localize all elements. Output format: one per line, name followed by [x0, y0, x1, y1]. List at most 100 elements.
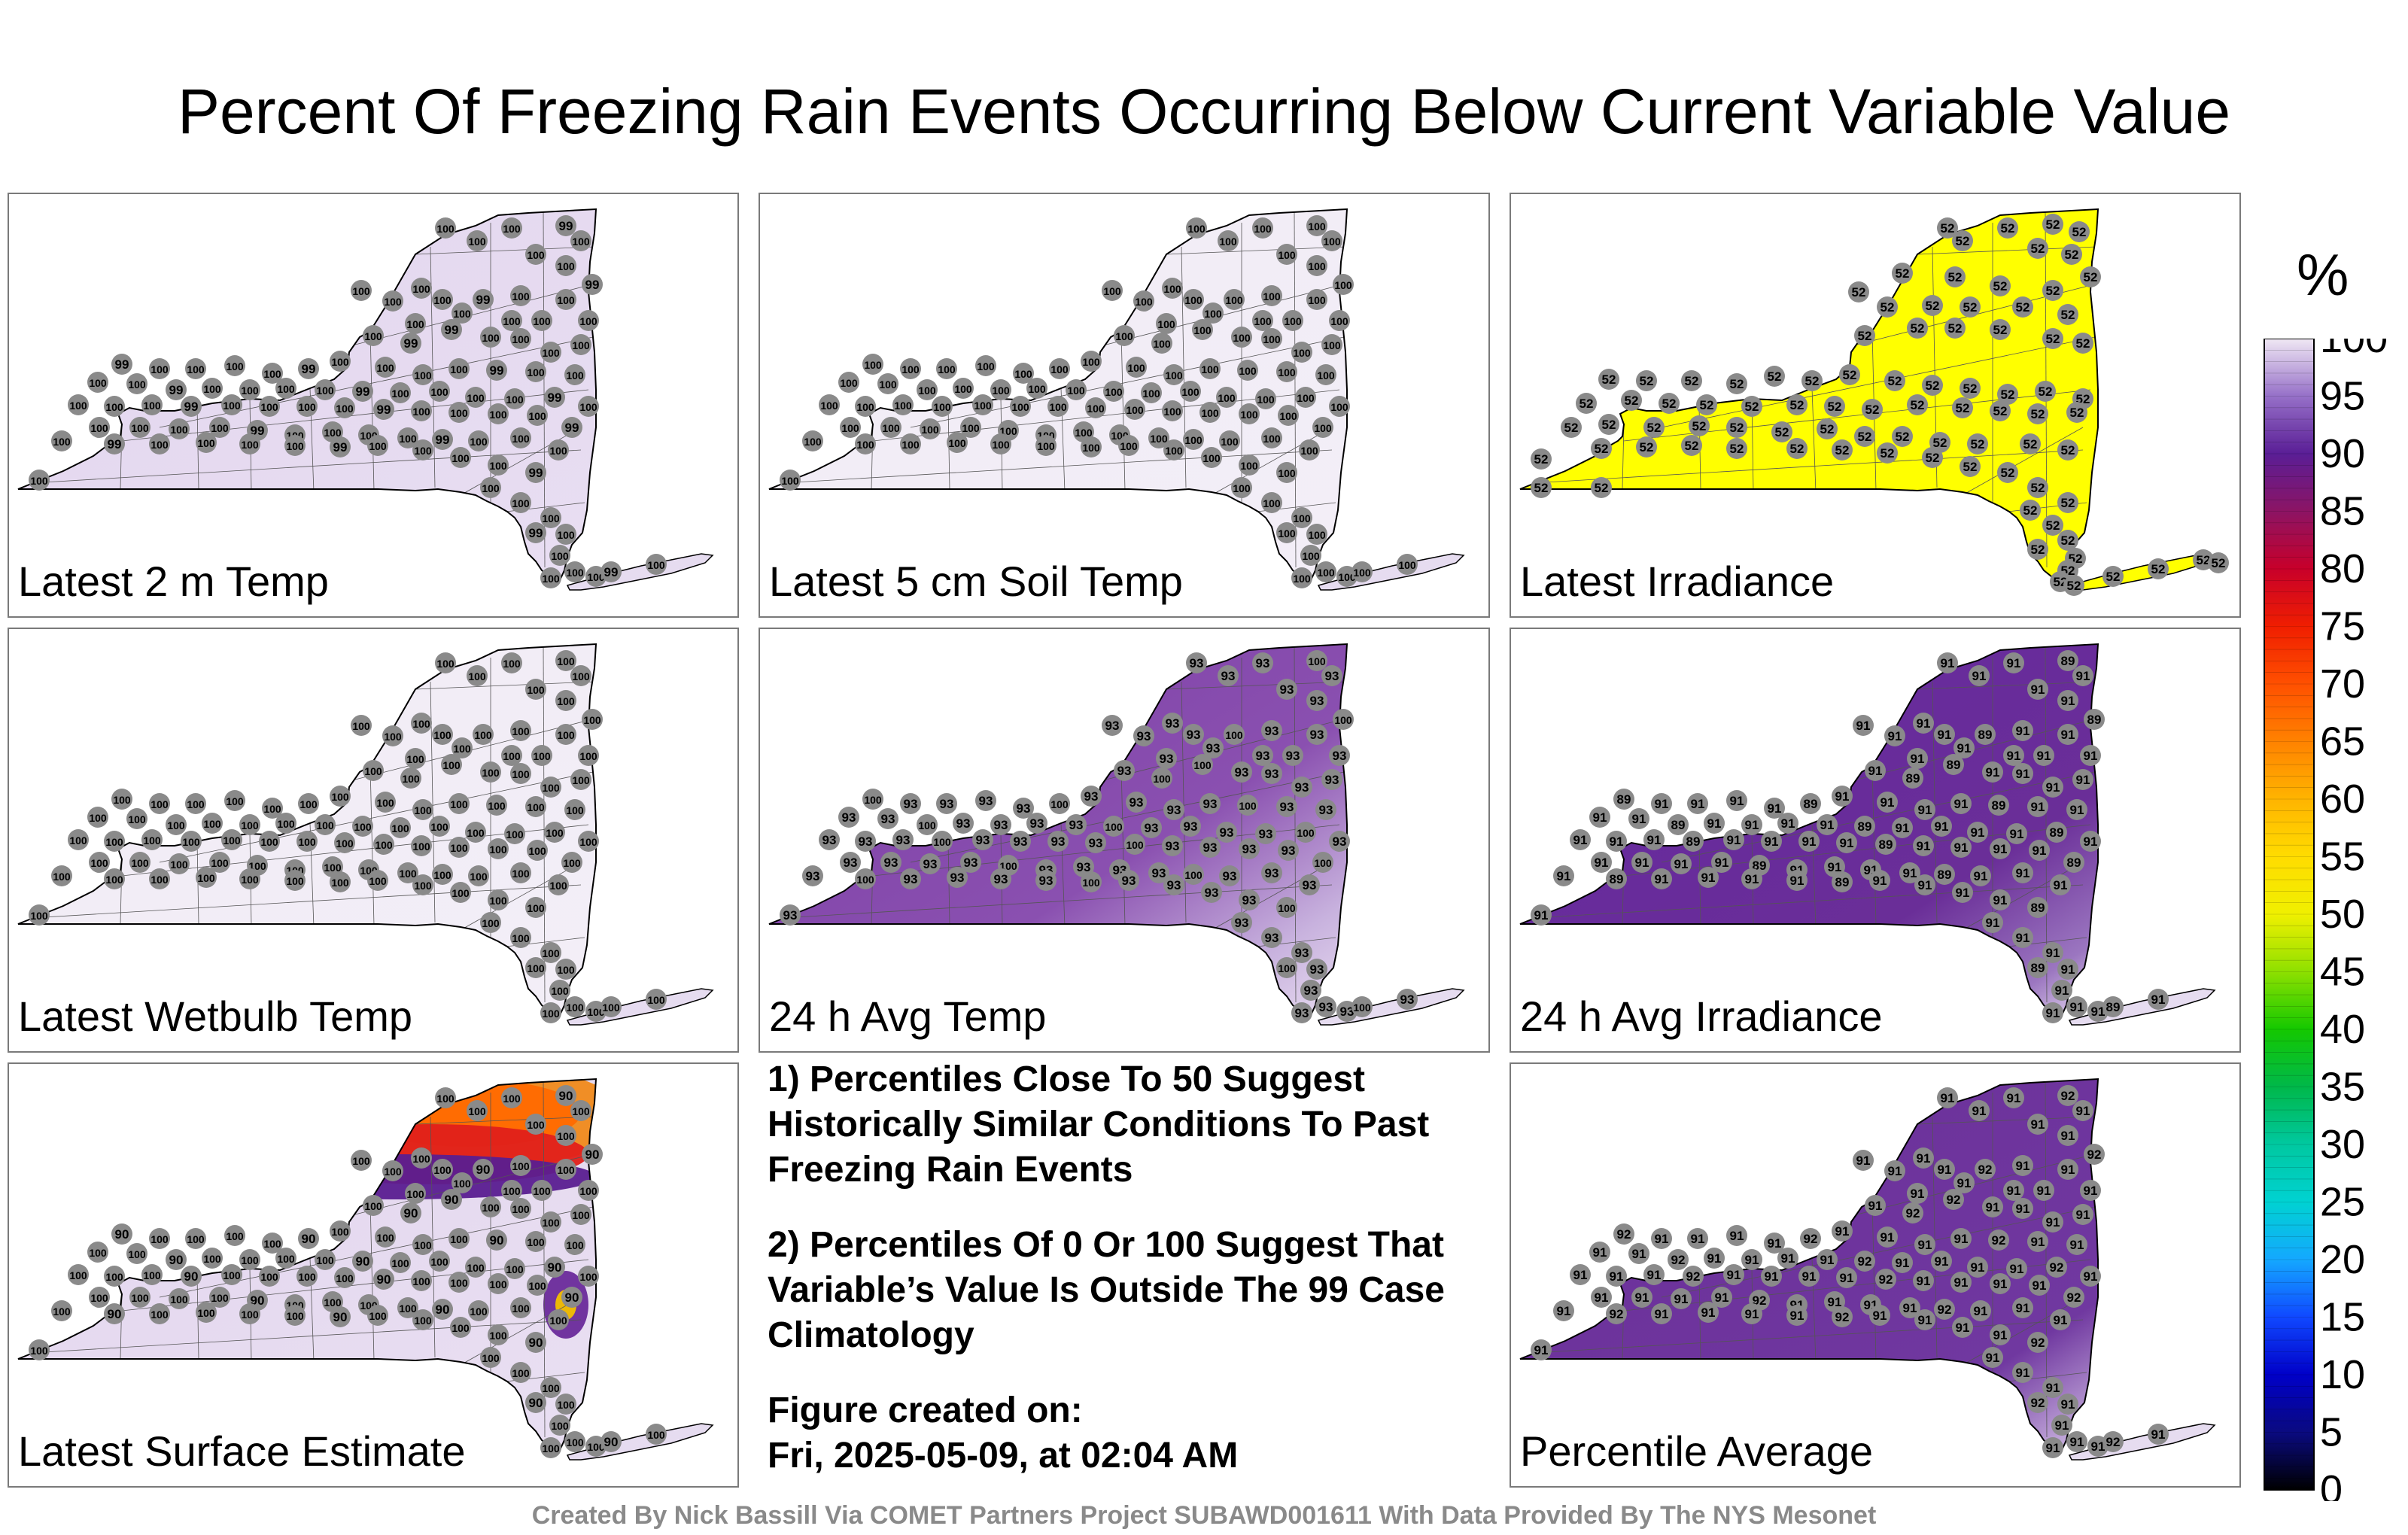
station-marker: [1952, 882, 1973, 903]
station-value: 100: [89, 377, 107, 389]
station-marker: [1237, 360, 1258, 381]
station-value: 100: [1127, 362, 1145, 374]
station-marker: [578, 310, 599, 331]
station-marker: [2063, 575, 2084, 596]
station-value: 99: [445, 323, 459, 337]
station-value: 90: [490, 1233, 504, 1248]
station-marker: [1764, 798, 1785, 819]
station-value: 100: [167, 819, 185, 831]
station-marker: [510, 763, 531, 784]
station-marker: [1875, 1269, 1896, 1290]
station-value: 91: [1727, 833, 1741, 847]
station-value: 52: [1948, 321, 1963, 336]
station-value: 100: [1011, 401, 1029, 413]
station-marker: [501, 310, 522, 331]
station-value: 91: [2070, 1435, 2084, 1449]
station-marker: [448, 402, 470, 423]
station-value: 91: [1918, 803, 1932, 817]
station-marker: [1628, 808, 1649, 829]
station-value: 91: [1557, 1304, 1571, 1318]
station-value: 91: [2084, 749, 2098, 763]
station-value: 93: [1130, 795, 1144, 810]
station-marker: [555, 1125, 576, 1146]
station-marker: [600, 996, 622, 1017]
station-marker: [1312, 417, 1333, 438]
station-marker: [126, 808, 147, 829]
station-value: 100: [143, 834, 161, 847]
station-value: 100: [331, 877, 349, 889]
station-marker: [819, 394, 840, 415]
station-marker: [1202, 302, 1224, 324]
station-marker: [1877, 1226, 1898, 1248]
county-line: [120, 1293, 123, 1360]
station-value: 89: [1978, 728, 1993, 742]
station-marker: [1306, 524, 1327, 545]
station-marker: [2042, 777, 2063, 798]
station-value: 100: [1278, 366, 1296, 378]
station-value: 91: [1954, 1275, 1969, 1290]
county-line: [543, 645, 546, 1003]
station-value: 100: [414, 1315, 432, 1327]
station-value: 100: [948, 437, 966, 449]
station-marker: [284, 870, 306, 891]
station-value: 100: [211, 1292, 229, 1304]
station-marker: [2061, 244, 2082, 265]
station-marker: [1291, 942, 1312, 963]
station-marker: [2072, 333, 2093, 354]
station-marker: [1651, 793, 1672, 814]
station-marker: [1723, 829, 1744, 850]
station-value: 93: [1235, 765, 1249, 780]
station-marker: [351, 715, 372, 736]
station-marker: [2080, 1266, 2101, 1287]
station-marker: [1937, 1087, 1958, 1108]
station-marker: [400, 1202, 421, 1223]
station-value: 91: [1701, 871, 1716, 885]
station-value: 52: [1911, 321, 1925, 336]
station-value: 93: [1152, 866, 1166, 880]
station-marker: [275, 813, 296, 834]
station-value: 89: [1671, 818, 1686, 832]
county-line: [782, 449, 1333, 484]
station-marker: [1124, 834, 1145, 855]
station-value: 100: [1239, 800, 1257, 812]
station-marker: [149, 1228, 170, 1249]
station-value: 52: [1534, 481, 1549, 495]
station-value: 99: [108, 437, 122, 451]
station-marker: [411, 835, 432, 856]
station-value: 100: [579, 315, 597, 327]
station-marker: [1967, 1257, 1988, 1278]
station-marker: [802, 865, 823, 886]
station-marker: [1561, 417, 1582, 438]
station-value: 100: [1120, 440, 1138, 452]
station-marker: [1276, 244, 1297, 265]
panel-label: Percentile Average: [1520, 1427, 1874, 1475]
station-marker: [1854, 816, 1875, 837]
station-value: 100: [364, 765, 382, 777]
station-value: 100: [503, 1185, 521, 1197]
station-value: 100: [241, 1309, 259, 1321]
station-marker: [2020, 500, 2041, 521]
station-value: 91: [1727, 1268, 1741, 1282]
station-value: 93: [1295, 946, 1309, 960]
station-marker: [2057, 304, 2078, 325]
station-marker: [525, 679, 546, 700]
station-marker: [2057, 492, 2078, 513]
station-value: 52: [1820, 422, 1835, 436]
station-marker: [2072, 1100, 2093, 1121]
map-panel-24h-avg-irradiance: 91 91 89 91 91 91 91 89 91 91 91 91 89 91 91 91 91 89 91 91…: [1510, 628, 2241, 1053]
station-marker: [1199, 402, 1221, 423]
station-marker: [412, 1234, 433, 1255]
station-marker: [2057, 1394, 2078, 1415]
station-marker: [2027, 539, 2048, 560]
station-value: 93: [979, 794, 993, 808]
station-value: 100: [527, 366, 545, 378]
station-marker: [1329, 831, 1350, 852]
station-value: 100: [468, 236, 486, 248]
station-marker: [1148, 862, 1169, 883]
station-marker: [202, 813, 223, 834]
station-value: 89: [1617, 792, 1631, 807]
station-value: 100: [840, 377, 858, 389]
station-marker: [382, 290, 403, 312]
station-value: 100: [482, 482, 500, 494]
station-marker: [917, 379, 938, 400]
